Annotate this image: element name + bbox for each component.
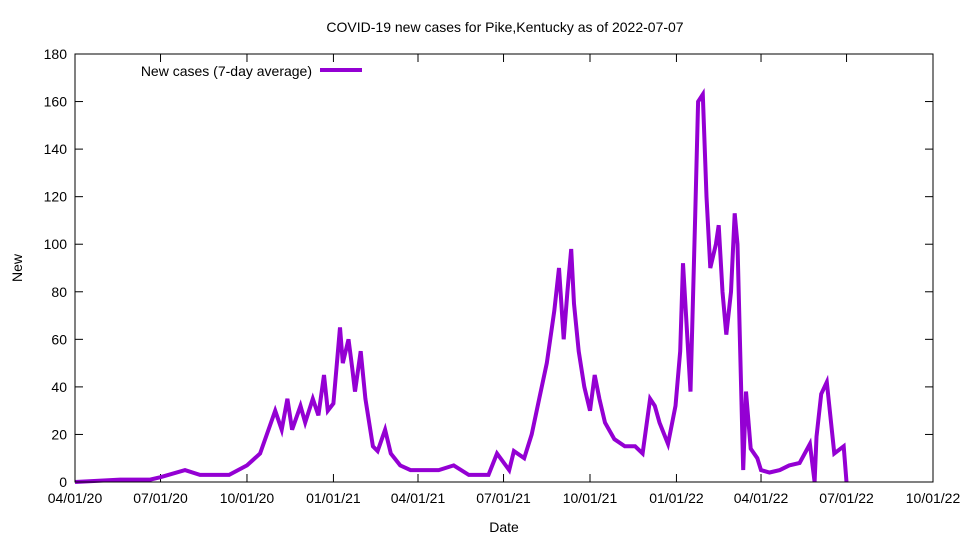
x-tick-label: 04/01/21 [391,490,446,506]
axes: 0 20 40 60 80 100 120 140 160 180 04/01/20 07/01/20… [44,46,960,506]
y-tick-label: 80 [51,284,67,300]
y-tick-label: 120 [44,189,68,205]
x-tick-label: 10/01/21 [563,490,618,506]
plot-frame [74,53,934,483]
chart-title: COVID-19 new cases for Pike,Kentucky as … [326,19,683,35]
series-layer [74,88,849,484]
x-tick-label: 01/01/21 [306,490,361,506]
x-axis-label: Date [489,519,519,535]
x-tick-label: 04/01/22 [734,490,789,506]
y-tick-label: 0 [59,474,67,490]
y-tick-label: 20 [51,426,67,442]
y-tick-label: 40 [51,379,67,395]
y-tick-label: 180 [44,46,68,62]
x-tick-label: 07/01/20 [133,490,188,506]
x-tick-label: 07/01/22 [819,490,874,506]
legend-label: New cases (7-day average) [141,63,312,79]
x-tick-label: 01/01/22 [649,490,704,506]
series-line [74,88,849,484]
legend: New cases (7-day average) [141,63,362,79]
y-axis-label: New [9,253,25,282]
x-tick-label: 07/01/21 [476,490,531,506]
x-tick-label: 10/01/22 [906,490,960,506]
y-tick-label: 140 [44,141,68,157]
y-tick-label: 160 [44,94,68,110]
x-tick-label: 04/01/20 [48,490,103,506]
y-tick-label: 100 [44,236,68,252]
y-tick-label: 60 [51,331,67,347]
x-tick-label: 10/01/20 [220,490,275,506]
